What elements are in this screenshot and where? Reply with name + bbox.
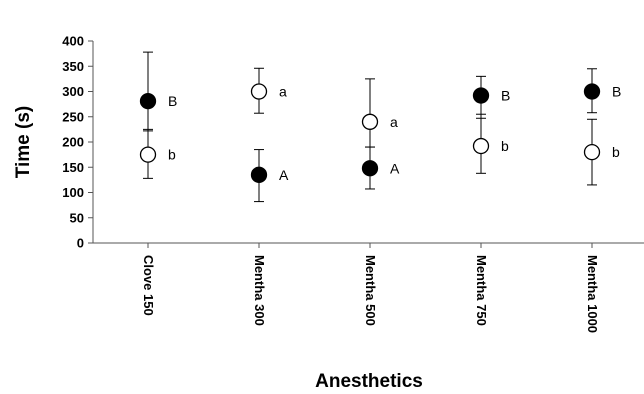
x-tick-label: Clove 150: [141, 255, 156, 316]
filled-point: [139, 92, 157, 110]
significance-label: b: [168, 147, 176, 163]
significance-label: a: [279, 84, 287, 100]
y-tick-label: 50: [70, 210, 84, 225]
significance-label: a: [390, 114, 398, 130]
error-bars: [143, 51, 597, 203]
x-axis: Clove 150 Mentha 300 Mentha 500 Mentha 750 M…: [93, 242, 644, 333]
y-tick-label: 250: [62, 109, 84, 124]
open-point: [583, 143, 601, 161]
significance-label: A: [279, 167, 289, 183]
filled-point: [250, 166, 268, 183]
y-tick-label: 350: [62, 59, 84, 74]
y-tick-label: 0: [77, 236, 84, 251]
y-tick-label: 150: [62, 160, 84, 175]
x-tick-label: Mentha 300: [252, 255, 267, 326]
significance-label: B: [168, 93, 177, 109]
y-tick-label: 400: [62, 34, 84, 49]
significance-labels: B A A B Bb a a b b: [168, 84, 621, 183]
significance-label: A: [390, 160, 400, 176]
open-point: [250, 83, 268, 100]
open-point: [139, 146, 157, 163]
y-tick-label: 300: [62, 84, 84, 99]
filled-point: [472, 87, 490, 104]
open-point: [472, 137, 490, 155]
y-tick-label: 100: [62, 185, 84, 200]
filled-point: [583, 83, 601, 100]
significance-label: B: [612, 84, 621, 100]
y-axis: 0 50 100 150 200 250 300 350 400: [62, 34, 94, 251]
x-tick-label: Mentha 750: [474, 255, 489, 326]
filled-point: [361, 160, 379, 177]
x-tick-label: Mentha 500: [363, 255, 378, 326]
significance-label: b: [612, 144, 620, 160]
x-tick-label: Mentha 1000: [585, 255, 600, 333]
y-tick-label: 200: [62, 135, 84, 150]
significance-label: B: [501, 88, 510, 104]
data-points: [139, 83, 601, 183]
open-point: [361, 113, 379, 130]
y-axis-title: Time (s): [13, 106, 34, 179]
x-axis-title: Anesthetics: [315, 371, 423, 392]
significance-label: b: [501, 138, 509, 154]
